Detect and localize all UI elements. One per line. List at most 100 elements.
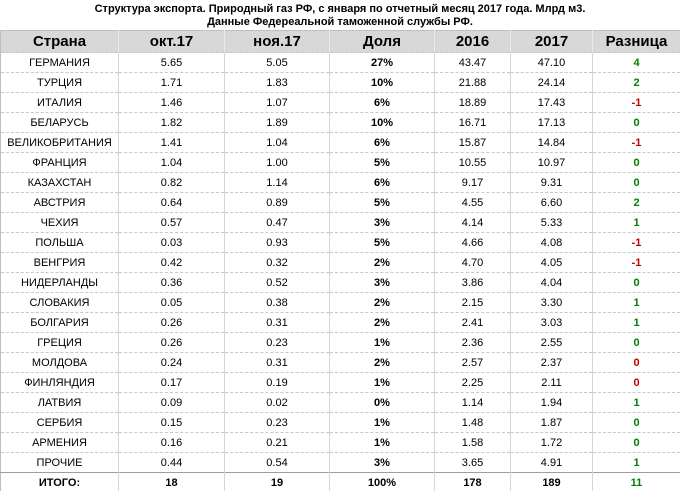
cell-country: СЕРБИЯ xyxy=(0,412,119,433)
cell-y2017: 2.11 xyxy=(510,372,593,393)
cell-country: ГРЕЦИЯ xyxy=(0,332,119,353)
cell-y2017: 17.43 xyxy=(510,92,593,113)
cell-diff: -1 xyxy=(592,92,680,113)
cell-diff: 2 xyxy=(592,192,680,213)
cell-y2016: 2.36 xyxy=(434,332,511,353)
cell-y2017: 189 xyxy=(510,472,593,491)
cell-country: ВЕНГРИЯ xyxy=(0,252,119,273)
table-row: ФРАНЦИЯ 1.04 1.00 5% 10.55 10.97 0 xyxy=(0,152,680,173)
cell-y2017: 24.14 xyxy=(510,72,593,93)
cell-share: 5% xyxy=(329,232,435,253)
cell-y2016: 18.89 xyxy=(434,92,511,113)
cell-share: 3% xyxy=(329,212,435,233)
cell-oct17: 0.15 xyxy=(118,412,225,433)
cell-nov17: 19 xyxy=(224,472,330,491)
cell-nov17: 0.19 xyxy=(224,372,330,393)
cell-oct17: 0.26 xyxy=(118,312,225,333)
cell-diff: 1 xyxy=(592,212,680,233)
cell-diff: 0 xyxy=(592,432,680,453)
cell-oct17: 0.03 xyxy=(118,232,225,253)
cell-oct17: 1.82 xyxy=(118,112,225,133)
column-header-diff: Разница xyxy=(592,30,680,53)
cell-country: АРМЕНИЯ xyxy=(0,432,119,453)
cell-y2016: 1.58 xyxy=(434,432,511,453)
cell-share: 1% xyxy=(329,412,435,433)
cell-y2016: 2.41 xyxy=(434,312,511,333)
header-row: Страна окт.17 ноя.17 Доля 2016 2017 Разн… xyxy=(0,30,680,53)
cell-diff: 2 xyxy=(592,72,680,93)
cell-oct17: 0.82 xyxy=(118,172,225,193)
cell-oct17: 0.42 xyxy=(118,252,225,273)
column-header-2016: 2016 xyxy=(434,30,511,53)
cell-oct17: 1.41 xyxy=(118,132,225,153)
table-row: БОЛГАРИЯ 0.26 0.31 2% 2.41 3.03 1 xyxy=(0,312,680,333)
table-row: НИДЕРЛАНДЫ 0.36 0.52 3% 3.86 4.04 0 xyxy=(0,272,680,293)
table-row: ИТАЛИЯ 1.46 1.07 6% 18.89 17.43 -1 xyxy=(0,92,680,113)
cell-oct17: 0.24 xyxy=(118,352,225,373)
cell-y2017: 1.94 xyxy=(510,392,593,413)
cell-y2017: 4.91 xyxy=(510,452,593,473)
table-header: Страна окт.17 ноя.17 Доля 2016 2017 Разн… xyxy=(0,30,680,53)
cell-share: 10% xyxy=(329,72,435,93)
cell-share: 0% xyxy=(329,392,435,413)
cell-nov17: 0.23 xyxy=(224,332,330,353)
cell-y2016: 4.66 xyxy=(434,232,511,253)
table-row: БЕЛАРУСЬ 1.82 1.89 10% 16.71 17.13 0 xyxy=(0,112,680,133)
cell-y2017: 5.33 xyxy=(510,212,593,233)
cell-nov17: 5.05 xyxy=(224,52,330,73)
title-block: Структура экспорта. Природный газ РФ, с … xyxy=(0,0,680,30)
cell-share: 6% xyxy=(329,172,435,193)
table-row: АВСТРИЯ 0.64 0.89 5% 4.55 6.60 2 xyxy=(0,192,680,213)
page-title: Структура экспорта. Природный газ РФ, с … xyxy=(94,3,586,15)
totals-row: ИТОГО: 18 19 100% 178 189 11 xyxy=(0,472,680,491)
cell-nov17: 0.52 xyxy=(224,272,330,293)
table-row: ГРЕЦИЯ 0.26 0.23 1% 2.36 2.55 0 xyxy=(0,332,680,353)
cell-nov17: 1.89 xyxy=(224,112,330,133)
cell-share: 1% xyxy=(329,372,435,393)
cell-nov17: 0.21 xyxy=(224,432,330,453)
cell-share: 6% xyxy=(329,92,435,113)
cell-country: ФРАНЦИЯ xyxy=(0,152,119,173)
cell-y2017: 3.30 xyxy=(510,292,593,313)
cell-diff: 0 xyxy=(592,112,680,133)
column-header-2017: 2017 xyxy=(510,30,593,53)
cell-oct17: 0.05 xyxy=(118,292,225,313)
cell-nov17: 0.38 xyxy=(224,292,330,313)
cell-y2017: 9.31 xyxy=(510,172,593,193)
column-header-nov17: ноя.17 xyxy=(224,30,330,53)
cell-y2016: 2.57 xyxy=(434,352,511,373)
cell-y2017: 2.37 xyxy=(510,352,593,373)
table-row: ВЕНГРИЯ 0.42 0.32 2% 4.70 4.05 -1 xyxy=(0,252,680,273)
cell-country: ТУРЦИЯ xyxy=(0,72,119,93)
cell-country: ИТАЛИЯ xyxy=(0,92,119,113)
cell-country: ВЕЛИКОБРИТАНИЯ xyxy=(0,132,119,153)
cell-y2016: 3.86 xyxy=(434,272,511,293)
column-header-share: Доля xyxy=(329,30,435,53)
cell-share: 1% xyxy=(329,432,435,453)
cell-diff: 1 xyxy=(592,392,680,413)
cell-nov17: 1.04 xyxy=(224,132,330,153)
table-row: ТУРЦИЯ 1.71 1.83 10% 21.88 24.14 2 xyxy=(0,72,680,93)
cell-country: БЕЛАРУСЬ xyxy=(0,112,119,133)
cell-country: ПОЛЬША xyxy=(0,232,119,253)
cell-country: ЛАТВИЯ xyxy=(0,392,119,413)
cell-country: БОЛГАРИЯ xyxy=(0,312,119,333)
cell-oct17: 0.36 xyxy=(118,272,225,293)
cell-diff: 0 xyxy=(592,152,680,173)
cell-diff: -1 xyxy=(592,132,680,153)
cell-country: ИТОГО: xyxy=(0,472,119,491)
cell-y2016: 1.14 xyxy=(434,392,511,413)
cell-oct17: 0.64 xyxy=(118,192,225,213)
cell-nov17: 1.83 xyxy=(224,72,330,93)
cell-share: 5% xyxy=(329,192,435,213)
table-row: АРМЕНИЯ 0.16 0.21 1% 1.58 1.72 0 xyxy=(0,432,680,453)
column-header-country: Страна xyxy=(0,30,119,53)
cell-oct17: 0.57 xyxy=(118,212,225,233)
cell-diff: 0 xyxy=(592,412,680,433)
cell-y2016: 4.55 xyxy=(434,192,511,213)
cell-diff: 0 xyxy=(592,352,680,373)
cell-diff: -1 xyxy=(592,252,680,273)
cell-country: ПРОЧИЕ xyxy=(0,452,119,473)
cell-diff: 1 xyxy=(592,452,680,473)
